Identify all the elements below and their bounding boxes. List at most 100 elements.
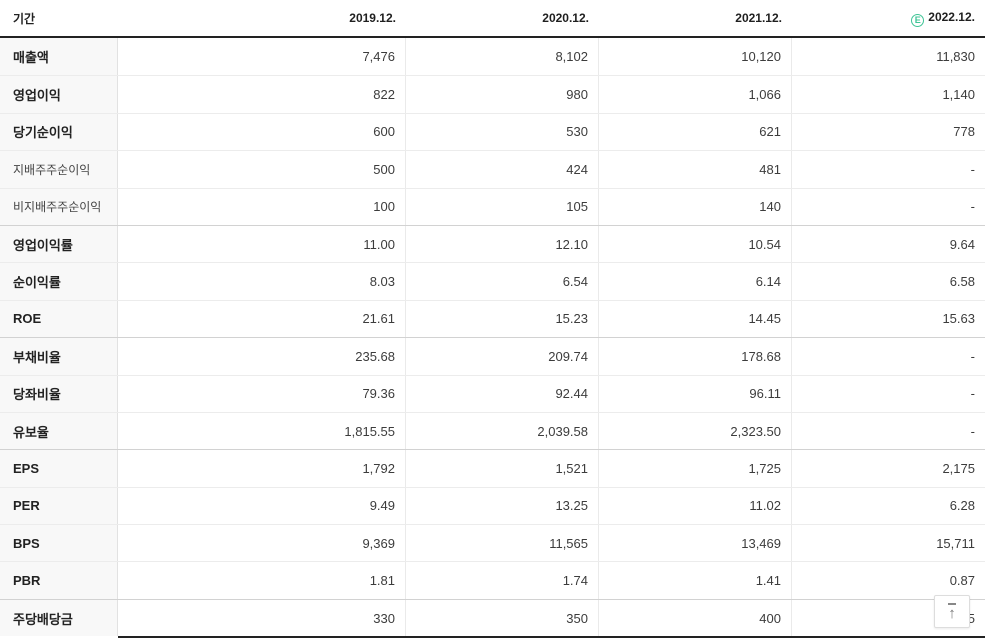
cell-value-2020: 92.44 [406,375,599,412]
cell-value-2022: - [970,199,975,215]
row-label: 유보율 [0,412,118,450]
cell-value-2020: 209.74 [406,338,599,375]
row-label: 매출액 [0,38,118,76]
row-label: PER [0,487,118,525]
cell-value-2019: 79.36 [118,375,406,412]
row-label: 지배주주순이익 [0,151,118,188]
cell-value-2022: 6.58 [949,274,975,290]
cell-value-2020: 424 [406,151,599,188]
cell-value-2020: 2,039.58 [406,412,599,450]
cell-value-2021: 140 [599,188,792,225]
cell-value-2022: 11,830 [936,49,975,65]
cell-value-2022: 5 [967,610,975,626]
cell-value-2021: 11.02 [599,487,792,525]
table-body: 매출액 7,476 8,102 10,120 11,830 영업이익 822 9… [0,38,985,637]
table-row: 당좌비율 79.36 92.44 96.11 - [0,374,985,412]
scroll-to-top-button[interactable]: ↑ [934,595,970,628]
cell-value-2022: - [970,348,975,364]
table-row: 순이익률 8.03 6.54 6.14 6.58 [0,262,985,300]
cell-value-2021: 1.41 [599,562,792,599]
cell-value-2022: 15.63 [942,311,975,327]
cell-value-2021: 400 [599,599,792,637]
cell-value-2019: 100 [118,188,406,225]
year-header-2022-estimate: E 2022.12. [792,10,985,27]
table-row: 비지배주주순이익 100 105 140 - [0,187,985,225]
period-header: 기간 [13,11,36,26]
year-header-2019: 2019.12. [349,11,396,25]
cell-value-2021: 14.45 [599,300,792,338]
row-label: 영업이익률 [0,225,118,263]
cell-value-2021: 10.54 [599,225,792,263]
cell-value-2020: 15.23 [406,300,599,338]
cell-value-2019: 235.68 [118,338,406,375]
estimate-icon: E [911,13,925,27]
table-row: 지배주주순이익 500 424 481 - [0,150,985,188]
cell-value-2020: 980 [406,76,599,113]
year-header-2020: 2020.12. [542,11,589,25]
row-label: 영업이익 [0,76,118,113]
cell-value-2022: 2,175 [942,460,975,476]
cell-value-2019: 7,476 [118,38,406,76]
table-row: ROE 21.61 15.23 14.45 15.63 [0,299,985,338]
cell-value-2020: 350 [406,599,599,637]
table-header-row: 기간 2019.12. 2020.12. 2021.12. E 2022.12. [0,0,985,38]
row-label: 부채비율 [0,338,118,375]
cell-value-2019: 822 [118,76,406,113]
cell-value-2019: 1.81 [118,562,406,599]
cell-value-2020: 8,102 [406,38,599,76]
table-row: 유보율 1,815.55 2,039.58 2,323.50 - [0,411,985,450]
table-row: EPS 1,792 1,521 1,725 2,175 [0,449,985,487]
table-row: 부채비율 235.68 209.74 178.68 - [0,337,985,375]
row-label: 순이익률 [0,263,118,300]
cell-value-2019: 9.49 [118,487,406,525]
cell-value-2022: 6.28 [949,498,975,514]
cell-value-2019: 600 [118,113,406,151]
row-label: 당기순이익 [0,113,118,151]
cell-value-2020: 105 [406,188,599,225]
table-row: 영업이익률 11.00 12.10 10.54 9.64 [0,224,985,263]
cell-value-2020: 530 [406,113,599,151]
cell-value-2020: 11,565 [406,525,599,562]
table-row: 주당배당금 330 350 400 5 [0,598,985,637]
cell-value-2022: 15,711 [936,535,975,551]
cell-value-2021: 10,120 [599,38,792,76]
cell-value-2020: 6.54 [406,263,599,300]
cell-value-2020: 12.10 [406,225,599,263]
cell-value-2021: 481 [599,151,792,188]
cell-value-2020: 13.25 [406,487,599,525]
cell-value-2022: - [970,386,975,402]
table-row: 영업이익 822 980 1,066 1,140 [0,75,985,113]
cell-value-2021: 621 [599,113,792,151]
cell-value-2021: 1,725 [599,450,792,487]
cell-value-2019: 1,792 [118,450,406,487]
table-row: 당기순이익 600 530 621 778 [0,112,985,151]
cell-value-2019: 9,369 [118,525,406,562]
table-row: PBR 1.81 1.74 1.41 0.87 [0,561,985,599]
cell-value-2021: 1,066 [599,76,792,113]
cell-value-2021: 13,469 [599,525,792,562]
cell-value-2019: 8.03 [118,263,406,300]
row-label: 주당배당금 [0,599,118,637]
cell-value-2022: 9.64 [949,236,975,252]
row-label: 당좌비율 [0,375,118,412]
table-row: 매출액 7,476 8,102 10,120 11,830 [0,38,985,76]
table-row: PER 9.49 13.25 11.02 6.28 [0,486,985,525]
cell-value-2020: 1,521 [406,450,599,487]
row-label: ROE [0,300,118,338]
row-label: BPS [0,525,118,562]
row-label: 비지배주주순이익 [0,188,118,225]
cell-value-2022: 0.87 [949,573,975,589]
cell-value-2022: - [970,161,975,177]
cell-value-2019: 11.00 [118,225,406,263]
cell-value-2019: 1,815.55 [118,412,406,450]
table-row: BPS 9,369 11,565 13,469 15,711 [0,524,985,562]
cell-value-2019: 330 [118,599,406,637]
cell-value-2019: 21.61 [118,300,406,338]
arrow-to-top-icon: ↑ [948,602,956,622]
row-label: EPS [0,450,118,487]
cell-value-2019: 500 [118,151,406,188]
cell-value-2021: 96.11 [599,375,792,412]
year-header-2021: 2021.12. [735,11,782,25]
cell-value-2021: 2,323.50 [599,412,792,450]
